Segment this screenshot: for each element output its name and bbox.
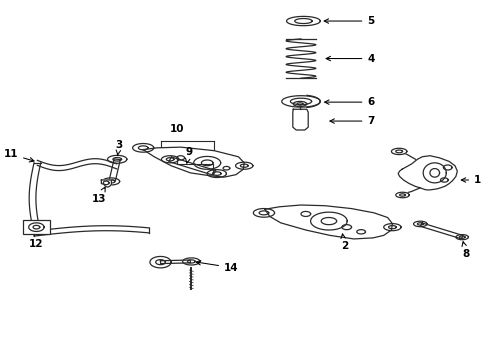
Polygon shape	[301, 211, 311, 216]
Polygon shape	[456, 235, 468, 240]
Polygon shape	[293, 109, 308, 130]
Polygon shape	[177, 156, 185, 160]
Polygon shape	[396, 192, 409, 198]
Text: 7: 7	[330, 116, 375, 126]
Text: 9: 9	[186, 147, 193, 163]
Polygon shape	[342, 225, 351, 230]
Polygon shape	[311, 212, 347, 230]
Text: 2: 2	[341, 234, 348, 251]
Polygon shape	[169, 157, 216, 175]
Text: 3: 3	[116, 140, 123, 155]
Polygon shape	[143, 147, 244, 177]
Polygon shape	[133, 144, 154, 152]
Polygon shape	[23, 220, 50, 234]
Polygon shape	[162, 156, 179, 163]
Polygon shape	[357, 230, 366, 234]
Text: 1: 1	[461, 175, 482, 185]
Polygon shape	[423, 163, 446, 183]
Polygon shape	[183, 258, 200, 265]
Polygon shape	[420, 223, 463, 239]
Text: 11: 11	[3, 149, 34, 162]
Polygon shape	[102, 178, 120, 185]
Polygon shape	[282, 96, 320, 107]
Polygon shape	[265, 205, 392, 239]
Polygon shape	[253, 208, 274, 217]
Polygon shape	[414, 221, 427, 227]
Polygon shape	[443, 165, 452, 170]
Text: 8: 8	[462, 242, 469, 258]
Text: 10: 10	[170, 124, 184, 134]
Polygon shape	[398, 156, 457, 190]
Polygon shape	[108, 156, 127, 163]
Polygon shape	[194, 157, 220, 169]
Polygon shape	[150, 256, 171, 268]
Polygon shape	[294, 102, 307, 107]
Polygon shape	[223, 166, 230, 170]
Polygon shape	[392, 148, 407, 154]
Polygon shape	[207, 170, 226, 177]
Text: 6: 6	[325, 97, 375, 107]
Polygon shape	[160, 260, 191, 264]
Polygon shape	[236, 162, 253, 169]
Text: 4: 4	[326, 54, 375, 64]
Text: 13: 13	[92, 187, 106, 203]
Polygon shape	[441, 178, 448, 182]
Text: 5: 5	[324, 16, 375, 26]
Text: 12: 12	[29, 231, 44, 249]
Polygon shape	[287, 17, 320, 26]
Text: 14: 14	[196, 261, 239, 273]
Polygon shape	[384, 224, 401, 231]
Polygon shape	[101, 180, 111, 187]
Polygon shape	[109, 159, 121, 180]
